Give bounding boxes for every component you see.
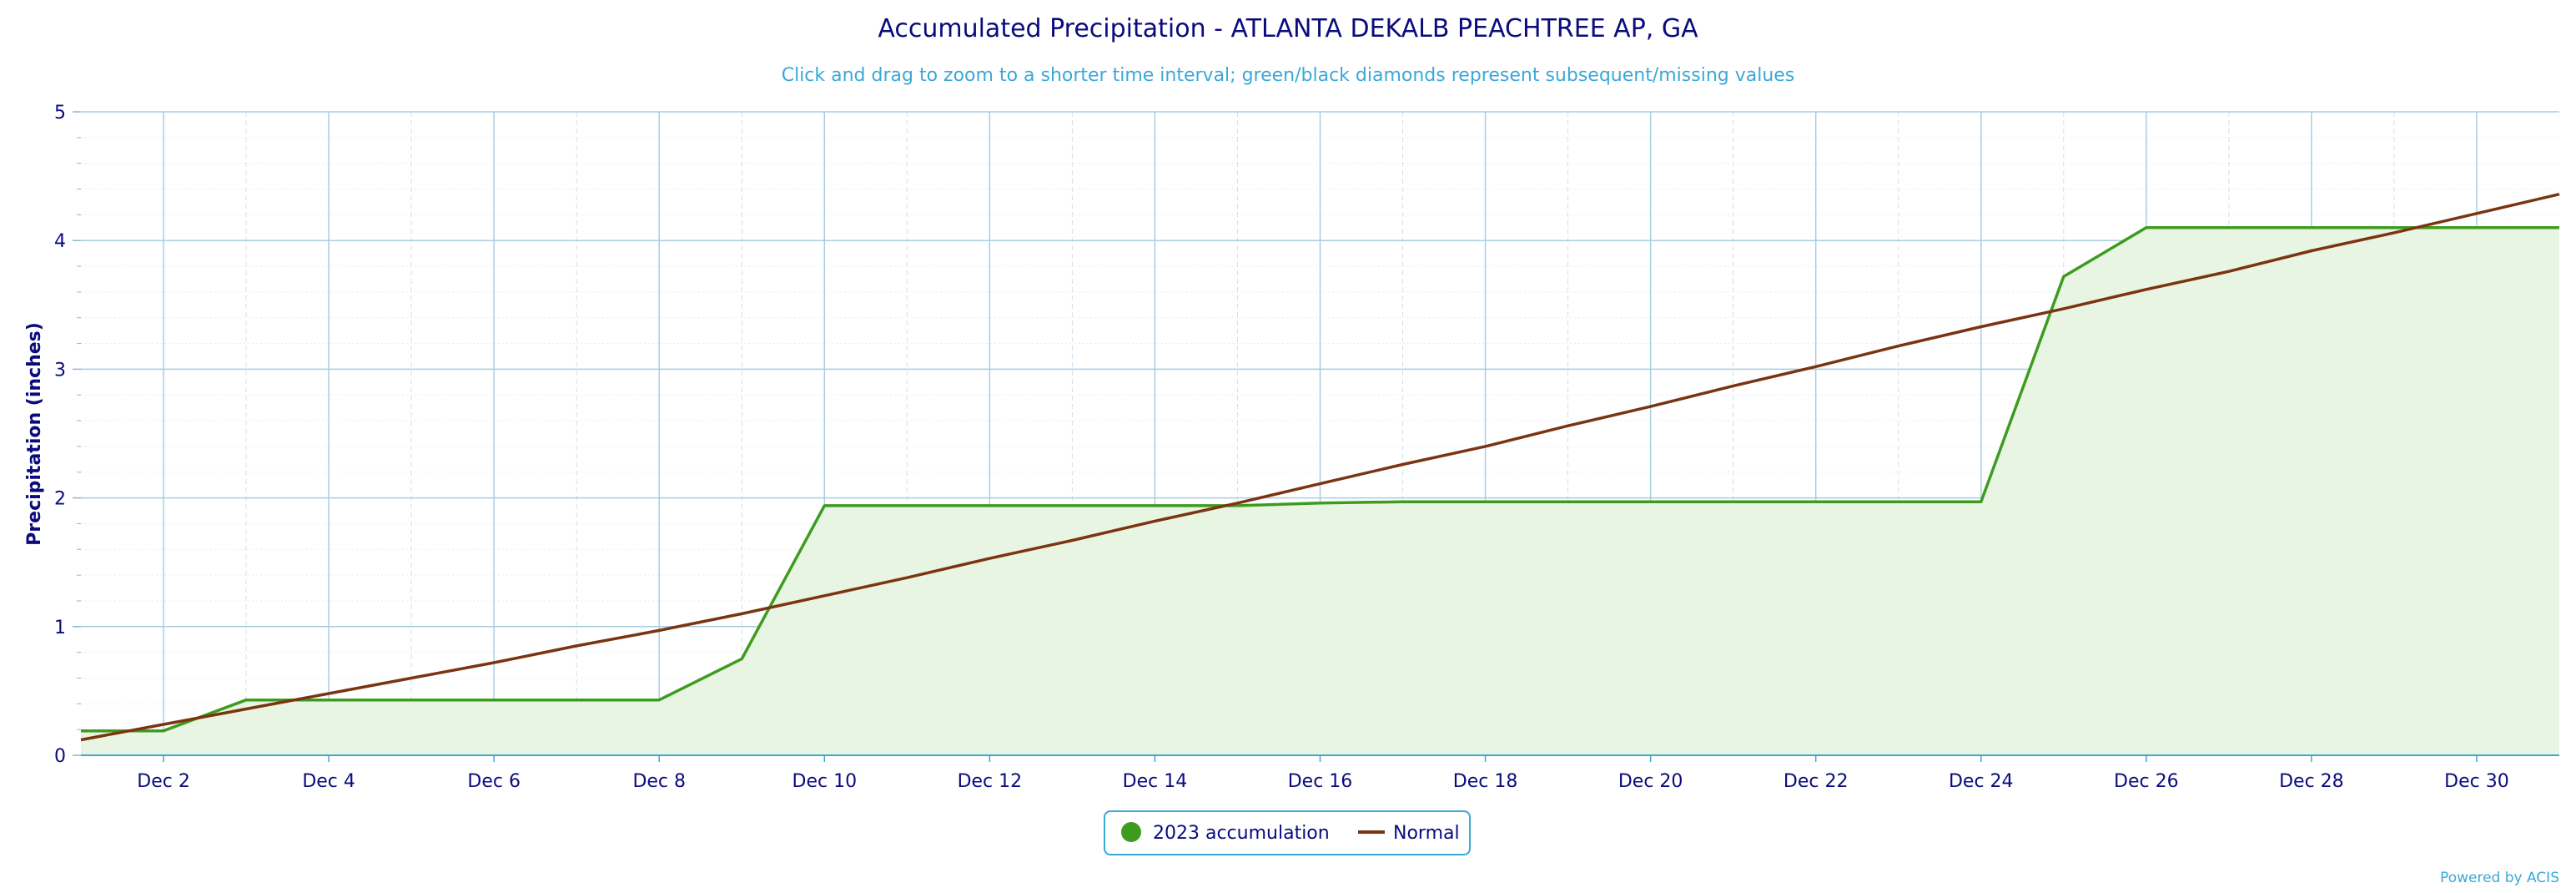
legend-item-normal[interactable]: Normal [1358,823,1460,844]
accumulation-point[interactable] [1894,497,1903,506]
normal-point[interactable] [1894,342,1903,351]
accumulation-point[interactable] [1729,497,1738,506]
y-tick-label: 0 [54,746,66,767]
accumulation-point[interactable] [2307,224,2316,232]
normal-point[interactable] [1977,323,1985,331]
legend-item-accumulation[interactable]: 2023 accumulation [1121,822,1330,844]
normal-point[interactable] [2473,209,2481,218]
x-tick-label: Dec 2 [137,771,190,792]
legend-normal-label: Normal [1393,823,1460,844]
normal-point[interactable] [1647,402,1655,411]
legend-box [1104,810,1471,855]
normal-point[interactable] [2142,285,2151,294]
normal-point[interactable] [572,642,581,650]
normal-point[interactable] [325,689,333,698]
normal-point[interactable] [490,658,498,667]
normal-point[interactable] [1482,442,1490,451]
y-tick-label: 4 [54,231,66,252]
x-tick-label: Dec 26 [2114,771,2179,792]
normal-point[interactable] [1729,381,1738,390]
accumulation-point[interactable] [1068,502,1076,510]
x-tick-label: Dec 14 [1123,771,1188,792]
y-tick-label: 3 [54,360,66,381]
normal-point[interactable] [737,609,746,618]
accumulation-point[interactable] [2225,224,2233,232]
y-tick-label: 1 [54,618,66,638]
legend-accumulation-label: 2023 accumulation [1153,823,1330,844]
accumulation-point[interactable] [655,696,663,704]
series-accumulation-line[interactable] [81,226,2559,733]
series-accumulation-area [81,227,2559,755]
x-tick-label: Dec 18 [1453,771,1518,792]
accumulation-point[interactable] [820,502,828,510]
normal-point[interactable] [407,674,415,683]
accumulation-point[interactable] [77,727,85,735]
x-tick-label: Dec 12 [958,771,1023,792]
accumulation-point[interactable] [985,502,994,510]
normal-point[interactable] [1150,517,1159,525]
accumulation-point[interactable] [1399,497,1407,506]
normal-point[interactable] [2060,305,2068,313]
normal-point[interactable] [1234,499,1242,507]
x-tick-label: Dec 4 [302,771,355,792]
chart-subtitle: Click and drag to zoom to a shorter time… [782,65,1795,86]
accumulation-point[interactable] [1482,497,1490,506]
legend-accumulation-marker [1121,822,1141,842]
accumulation-point[interactable] [2473,224,2481,232]
accumulation-point[interactable] [2555,224,2563,232]
x-tick-label: Dec 10 [792,771,858,792]
normal-point[interactable] [985,554,994,563]
accumulation-point[interactable] [490,696,498,704]
normal-point[interactable] [159,720,168,729]
x-tick-label: Dec 8 [632,771,686,792]
accumulation-point[interactable] [572,696,581,704]
normal-point[interactable] [1068,537,1076,545]
accumulation-point[interactable] [2142,224,2151,232]
accumulation-point[interactable] [1564,497,1572,506]
normal-point[interactable] [1399,461,1407,469]
normal-point[interactable] [820,592,828,600]
series-normal-line[interactable] [80,192,2560,742]
x-tick-label: Dec 16 [1288,771,1353,792]
x-tick-label: Dec 20 [1618,771,1683,792]
accumulation-point[interactable] [242,696,250,704]
legend[interactable]: 2023 accumulation Normal [1104,810,1471,855]
normal-point[interactable] [2390,229,2398,237]
y-tick-label: 5 [54,103,66,124]
normal-point[interactable] [1564,421,1572,430]
x-tick-label: Dec 24 [1949,771,2014,792]
y-tick-label: 2 [54,489,66,510]
normal-point[interactable] [2225,267,2233,275]
accumulation-point[interactable] [407,696,415,704]
credit-link[interactable]: Powered by ACIS [2440,870,2559,886]
accumulation-point[interactable] [737,654,746,663]
accumulation-point[interactable] [903,502,911,510]
x-tick-label: Dec 28 [2279,771,2344,792]
series-area [77,190,2563,755]
y-axis-label: Precipitation (inches) [24,322,45,546]
x-tick-label: Dec 30 [2444,771,2509,792]
x-tick-label: Dec 6 [467,771,521,792]
normal-point[interactable] [242,705,250,714]
normal-point[interactable] [77,736,85,744]
accumulation-point[interactable] [1647,497,1655,506]
normal-point[interactable] [2555,190,2563,199]
accumulation-point[interactable] [1316,499,1325,507]
accumulation-point[interactable] [1150,502,1159,510]
normal-point[interactable] [903,573,911,582]
accumulation-point[interactable] [1812,497,1820,506]
axes: 0 1 2 3 4 5 Dec 2 Dec 4 Dec 6 Dec 8 Dec 10 Dec 12 De… [54,103,2559,792]
accumulation-point[interactable] [2060,272,2068,280]
normal-point[interactable] [655,626,663,634]
normal-point[interactable] [1812,362,1820,371]
x-tick-label: Dec 22 [1784,771,1849,792]
normal-point[interactable] [1316,480,1325,488]
chart-title: Accumulated Precipitation - ATLANTA DEKA… [878,14,1698,43]
accumulation-point[interactable] [1977,497,1985,506]
normal-point[interactable] [2307,247,2316,255]
